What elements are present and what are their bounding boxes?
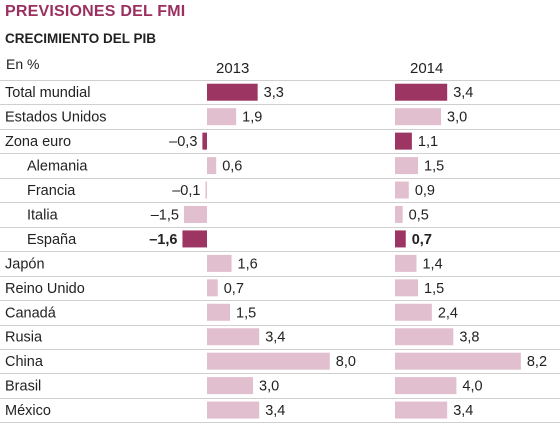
bar-2014 — [395, 352, 521, 370]
bar-2014 — [395, 157, 419, 175]
value-label-2013: 3,4 — [265, 330, 285, 346]
bar-2013 — [207, 303, 231, 321]
value-label-2014: 0,9 — [415, 183, 435, 199]
bar-2013 — [207, 279, 218, 297]
bar-2013 — [207, 83, 258, 101]
value-label-2013: 0,7 — [224, 281, 244, 297]
bar-2013 — [207, 352, 330, 370]
bar-2013 — [182, 230, 207, 248]
bar-2013 — [205, 181, 207, 199]
category-label: China — [5, 354, 44, 370]
year-label-2014: 2014 — [410, 60, 444, 77]
value-label-2013: 3,0 — [259, 379, 279, 395]
value-label-2013: –1,6 — [149, 232, 177, 248]
value-label-2014: 4,0 — [462, 379, 482, 395]
bar-2014 — [395, 230, 406, 248]
bar-2013 — [183, 205, 207, 223]
bar-2013 — [207, 157, 217, 175]
unit-label: En % — [6, 56, 40, 72]
category-label: Estados Unidos — [5, 110, 107, 126]
value-label-2013: 3,4 — [265, 403, 285, 419]
value-label-2013: 0,6 — [222, 159, 242, 175]
bar-2013 — [207, 254, 232, 272]
value-label-2013: –0,3 — [169, 134, 197, 150]
value-label-2014: 1,1 — [418, 134, 438, 150]
bar-2014 — [395, 83, 448, 101]
value-label-2014: 1,4 — [422, 256, 442, 272]
category-label: Italia — [27, 207, 59, 223]
chart-subtitle: CRECIMIENTO DEL PIB — [5, 31, 157, 46]
bar-2014 — [395, 279, 419, 297]
value-label-2013: 1,5 — [236, 305, 256, 321]
bar-2014 — [395, 254, 417, 272]
category-label: Japón — [5, 256, 45, 272]
value-label-2013: 8,0 — [336, 354, 356, 370]
bar-2014 — [395, 401, 448, 419]
chart-title: PREVISIONES DEL FMI — [5, 3, 186, 20]
value-label-2014: 3,4 — [453, 85, 473, 101]
category-label: España — [27, 232, 77, 248]
bar-2014 — [395, 377, 457, 395]
bar-2014 — [395, 303, 432, 321]
bar-2013 — [207, 108, 237, 126]
category-label: Total mundial — [5, 85, 90, 101]
category-label: Zona euro — [5, 134, 71, 150]
value-label-2013: –1,5 — [151, 207, 179, 223]
category-label: Brasil — [5, 379, 41, 395]
value-label-2013: 1,9 — [242, 110, 262, 126]
year-label-2013: 2013 — [216, 60, 250, 77]
value-label-2013: 3,3 — [264, 85, 284, 101]
bar-2014 — [395, 205, 403, 223]
bar-2014 — [395, 132, 412, 150]
bar-2013 — [202, 132, 207, 150]
bar-2014 — [395, 181, 409, 199]
value-label-2014: 0,7 — [412, 232, 432, 248]
value-label-2014: 3,4 — [453, 403, 473, 419]
bar-2013 — [207, 377, 254, 395]
category-label: Reino Unido — [5, 281, 85, 297]
value-label-2014: 1,5 — [424, 159, 444, 175]
category-label: México — [5, 403, 51, 419]
value-label-2013: –0,1 — [172, 183, 200, 199]
value-label-2014: 3,8 — [459, 330, 479, 346]
category-label: Francia — [27, 183, 76, 199]
value-label-2014: 8,2 — [527, 354, 547, 370]
value-label-2014: 0,5 — [409, 207, 429, 223]
value-label-2014: 3,0 — [447, 110, 467, 126]
category-label: Alemania — [27, 159, 88, 175]
bar-2013 — [207, 328, 260, 346]
bar-2013 — [207, 401, 260, 419]
bar-2014 — [395, 108, 442, 126]
value-label-2013: 1,6 — [238, 256, 258, 272]
category-label: Canadá — [5, 305, 57, 321]
bar-2014 — [395, 328, 454, 346]
value-label-2014: 2,4 — [438, 305, 458, 321]
value-label-2014: 1,5 — [424, 281, 444, 297]
category-label: Rusia — [5, 330, 43, 346]
